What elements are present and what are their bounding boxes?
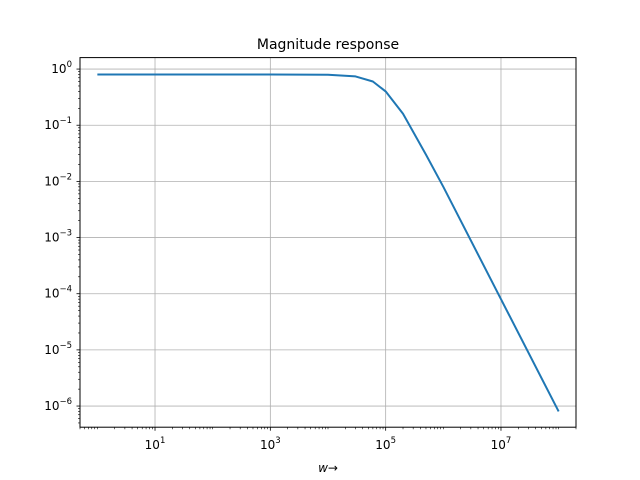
series-line [97,73,560,412]
y-tick-label: 10−6 [44,397,72,413]
grid [80,57,576,428]
x-tick-label: 105 [375,436,396,452]
y-tick-label: 10−1 [44,116,72,132]
series-layer [97,73,560,412]
y-tick-label: 10−5 [44,341,72,357]
plot-frame [79,57,577,428]
y-tick-label: 10−2 [44,172,72,188]
x-tick-label: 107 [491,436,512,452]
y-tick-label: 100 [51,60,72,76]
x-tick-label: 101 [145,436,166,452]
chart-title: Magnitude response [257,37,399,53]
x-tick-label: 103 [260,436,281,452]
x-axis-ticks: 101 103 105 107 [79,427,577,452]
y-tick-label: 10−3 [44,229,72,245]
x-axis-label: w→ [318,461,338,475]
y-tick-label: 10−4 [44,285,72,301]
y-axis-ticks: 100 10−1 10−2 10−3 10−4 10−5 10−6 [44,60,80,424]
